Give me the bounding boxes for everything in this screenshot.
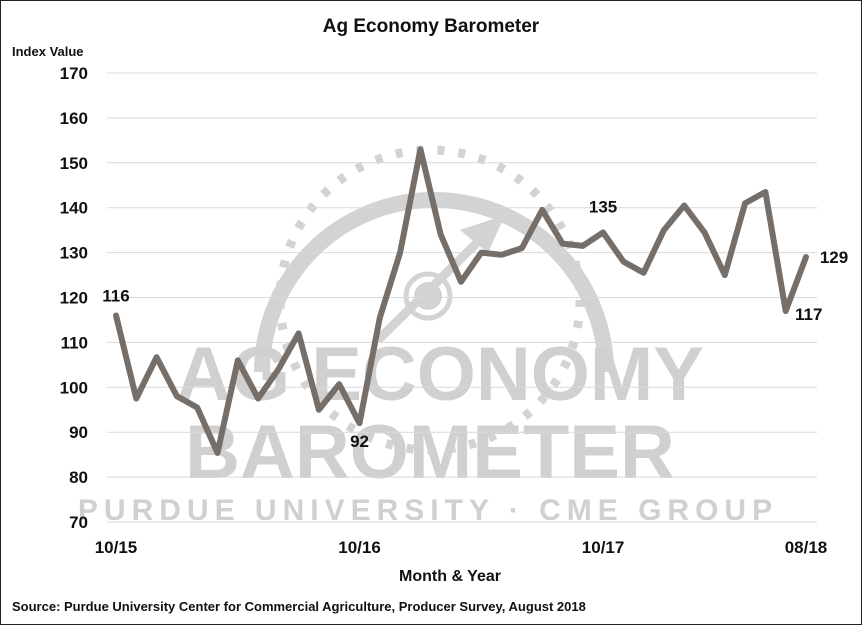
x-tick-label: 10/16	[338, 538, 381, 557]
source-note: Source: Purdue University Center for Com…	[12, 599, 586, 614]
y-tick-label: 90	[69, 423, 88, 442]
y-axis-title: Index Value	[12, 44, 84, 59]
y-tick-label: 120	[60, 289, 88, 308]
y-tick-label: 110	[61, 333, 88, 352]
y-tick-label: 140	[60, 199, 88, 218]
data-label: 135	[589, 197, 617, 216]
y-tick-label: 160	[60, 109, 88, 128]
y-tick-label: 150	[60, 154, 88, 173]
chart-title: Ag Economy Barometer	[322, 16, 540, 37]
y-tick-label: 130	[60, 244, 88, 263]
y-tick-label: 80	[69, 468, 88, 487]
data-label: 129	[820, 248, 848, 267]
gridlines	[107, 72, 817, 523]
y-tick-label: 70	[69, 513, 88, 532]
y-tick-label: 170	[60, 64, 88, 83]
data-labels: 116 92 135 117 129	[102, 197, 848, 451]
watermark-line1: AG ECONOMY	[176, 332, 704, 417]
watermark-line2: BAROMETER	[185, 410, 675, 495]
x-axis-title: Month & Year	[399, 568, 501, 585]
series-line	[113, 146, 809, 456]
data-label: 116	[102, 286, 129, 305]
x-axis-ticks: 10/15 10/16 10/17 08/18	[95, 538, 828, 557]
x-tick-label: 10/17	[582, 538, 625, 557]
x-tick-label: 08/18	[785, 538, 828, 557]
x-tick-label: 10/15	[95, 538, 138, 557]
data-label: 92	[350, 432, 369, 451]
y-axis-ticks: 70 80 90 100 110 120 130 140 150 160 170	[60, 64, 88, 532]
y-tick-label: 100	[60, 378, 88, 397]
data-label: 117	[795, 305, 822, 324]
